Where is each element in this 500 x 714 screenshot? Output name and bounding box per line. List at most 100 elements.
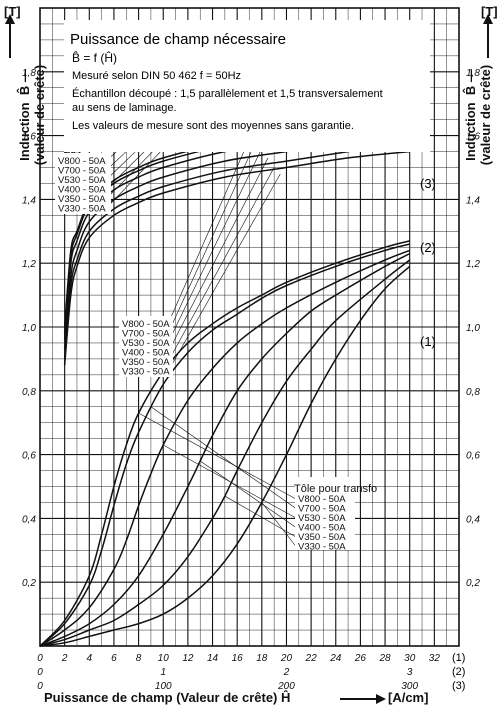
chart-formula: B̂ = f (Ĥ) xyxy=(72,50,117,65)
x-tick-label-scale-2: 3 xyxy=(407,667,413,678)
legend-entry: V330 - 50A xyxy=(122,367,170,378)
y-tick-label-right: 1,4 xyxy=(466,195,480,206)
y-tick-label-left: 1,0 xyxy=(22,323,36,334)
chart-note-3: au sens de laminage. xyxy=(72,102,177,114)
legend-entry: V700 - 50A xyxy=(298,504,346,515)
x-tick-label-scale-1: 4 xyxy=(87,653,93,664)
x-tick-label-scale-2: 0 xyxy=(37,667,43,678)
y-tick-label-left: 0,2 xyxy=(22,578,36,589)
legend-entry: V700 - 50A xyxy=(122,329,170,340)
x-tick-label-scale-1: 28 xyxy=(378,653,391,664)
legend-entry: V530 - 50A xyxy=(58,175,106,186)
x-tick-label-scale-2: 2 xyxy=(283,667,290,678)
y-tick-label-left: 1,2 xyxy=(22,259,36,270)
y-axis-arrowhead-left xyxy=(5,14,15,24)
curve-1-v350 xyxy=(39,259,411,647)
legend-entry: V330 - 50A xyxy=(298,542,346,553)
x-tick-label-scale-1: 32 xyxy=(429,653,441,664)
x-tick-label-scale-1: 22 xyxy=(305,653,318,664)
legend-box xyxy=(295,477,355,550)
y-unit-left: [T] xyxy=(4,4,21,19)
y-axis-label-left: Induction B̂ — (valeur de crête) xyxy=(17,64,47,166)
y-tick-label-right: 0,8 xyxy=(466,387,480,398)
legend-entry: V400 - 50A xyxy=(298,523,346,534)
group-label-1: (1) xyxy=(420,334,436,349)
callout-line xyxy=(150,406,297,509)
x-tick-label-scale-1: 30 xyxy=(404,653,416,664)
curve-1-v330 xyxy=(39,265,411,647)
x-tick-label-scale-3: 300 xyxy=(401,681,418,692)
callout-line xyxy=(167,148,263,344)
curve-1-v530 xyxy=(39,249,410,647)
group-label-2: (2) xyxy=(420,240,436,255)
legend-entry: V330 - 50A xyxy=(58,204,106,215)
legend-entry: V800 - 50A xyxy=(122,319,170,330)
tick-labels: 0,2 0,2 0,4 0,4 0,6 0,6 0,8 0,8 1,0 1,0 1,2 1,2 1,4 1… xyxy=(22,68,480,692)
group-label-3: (3) xyxy=(420,176,436,191)
legend-box xyxy=(55,153,111,214)
legend-entry: V700 - 50A xyxy=(58,166,106,177)
x-tick-label-scale-1: 10 xyxy=(158,653,170,664)
legend-entry: V400 - 50A xyxy=(122,348,170,359)
x-tick-label-scale-1: 6 xyxy=(111,653,117,664)
callout-line xyxy=(167,157,269,353)
legend-entry: V350 - 50A xyxy=(122,357,170,368)
y-tick-label-right: 1,6 xyxy=(466,132,480,143)
legend-box xyxy=(119,316,173,377)
legend-entry: V800 - 50A xyxy=(298,494,346,505)
y-tick-label-left: 0,4 xyxy=(22,514,36,525)
callout-line xyxy=(167,173,281,372)
y-tick-label-left: 1,4 xyxy=(22,195,36,206)
callout-line xyxy=(167,141,256,334)
callout-line xyxy=(200,460,297,528)
y-tick-label-left: 1,8 xyxy=(22,68,36,79)
x-scale-3-tag: (3) xyxy=(452,680,465,692)
x-tick-label-scale-1: 16 xyxy=(232,653,244,664)
curve-2-v330 xyxy=(63,150,410,366)
x-tick-label-scale-1: 26 xyxy=(354,653,367,664)
x-tick-label-scale-2: 1 xyxy=(160,667,166,678)
callout-line xyxy=(138,412,297,500)
x-axis-arrowhead xyxy=(376,694,386,704)
y-tick-label-left: 0,6 xyxy=(22,451,36,462)
y-tick-label-right: 1,2 xyxy=(466,259,480,270)
x-tick-label-scale-3: 100 xyxy=(155,681,172,692)
y-tick-label-right: 0,6 xyxy=(466,451,480,462)
legend-entry: V400 - 50A xyxy=(58,185,106,196)
x-tick-label-scale-3: 200 xyxy=(277,681,295,692)
x-scale-2-tag: (2) xyxy=(452,666,465,678)
callout-line xyxy=(167,138,250,325)
x-axis-unit: [A/cm] xyxy=(388,690,429,705)
x-tick-label-scale-3: 0 xyxy=(37,681,43,692)
x-tick-label-scale-1: 8 xyxy=(136,653,142,664)
x-tick-label-scale-1: 20 xyxy=(280,653,293,664)
x-tick-label-scale-1: 2 xyxy=(61,653,68,664)
legend-entry: V530 - 50A xyxy=(298,513,346,524)
legend-entry: V350 - 50A xyxy=(58,194,106,205)
x-tick-label-scale-1: 18 xyxy=(256,653,268,664)
chart-note-2: Échantillon découpé : 1,5 parallèlement … xyxy=(72,87,383,100)
x-tick-label-scale-1: 14 xyxy=(207,653,219,664)
y-tick-label-right: 1,0 xyxy=(466,323,480,334)
callout-line xyxy=(167,167,275,363)
chart-note-4: Les valeurs de mesure sont des moyennes … xyxy=(72,120,354,132)
x-axis-label: Puissance de champ (Valeur de crête) Ĥ xyxy=(44,690,291,705)
y-axis-label-right: Induction B̂ — (valeur de crête) xyxy=(463,64,493,166)
legend-entry: V530 - 50A xyxy=(122,338,170,349)
y-tick-label-left: 1,6 xyxy=(22,132,36,143)
x-tick-label-scale-1: 24 xyxy=(329,653,342,664)
legend-entry: V800 - 50A xyxy=(58,156,106,167)
chart-title: Puissance de champ nécessaire xyxy=(70,31,286,48)
x-tick-label-scale-1: 12 xyxy=(182,653,194,664)
curve-2-v350 xyxy=(63,141,410,359)
y-tick-label-right: 0,2 xyxy=(466,578,480,589)
x-tick-label-scale-1: 0 xyxy=(37,653,43,664)
y-tick-label-right: 1,8 xyxy=(466,68,480,79)
info-box xyxy=(64,20,430,152)
callout-line xyxy=(224,495,297,538)
chart-note-1: Mesuré selon DIN 50 462 f = 50Hz xyxy=(72,70,241,82)
x-scale-1-tag: (1) xyxy=(452,652,465,664)
